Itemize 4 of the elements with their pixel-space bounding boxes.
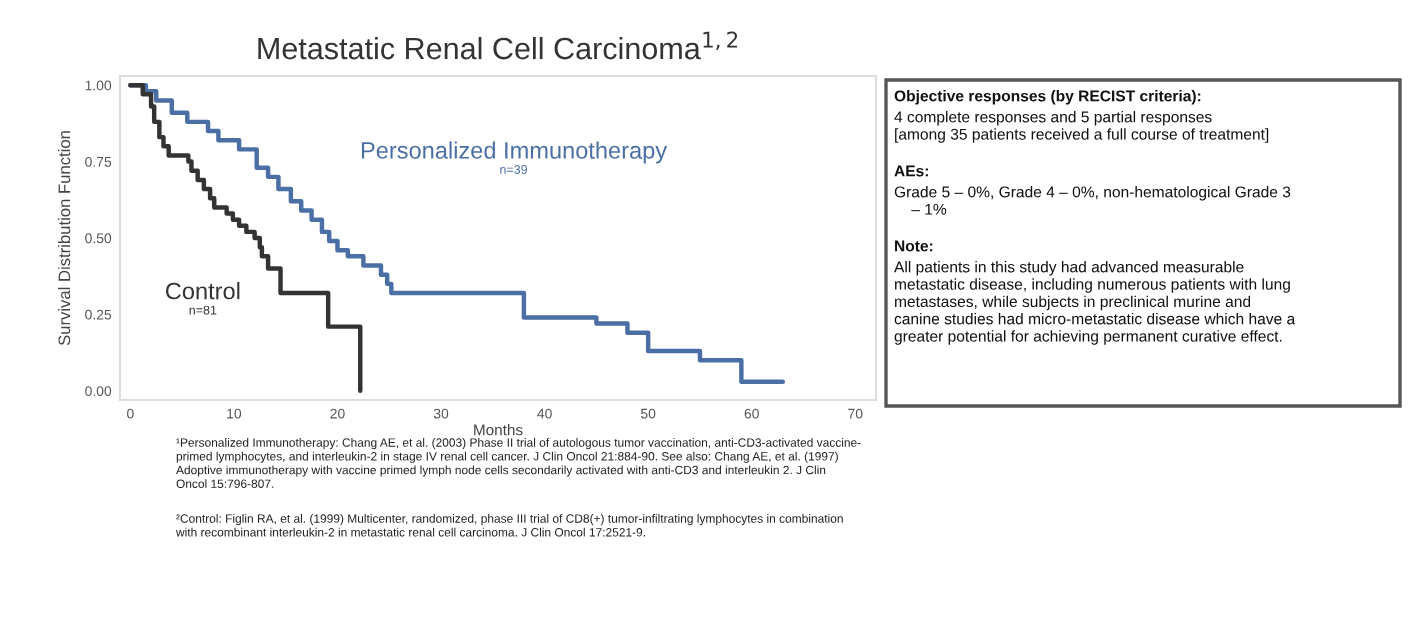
chart-title: Metastatic Renal Cell Carcinoma$^{1,2}$ bbox=[258, 31, 738, 60]
text: Personalized Immunotherapy bbox=[361, 141, 668, 164]
y-axis-title: Survival Distribution Function bbox=[57, 131, 71, 346]
series-label: Control bbox=[165, 282, 240, 300]
